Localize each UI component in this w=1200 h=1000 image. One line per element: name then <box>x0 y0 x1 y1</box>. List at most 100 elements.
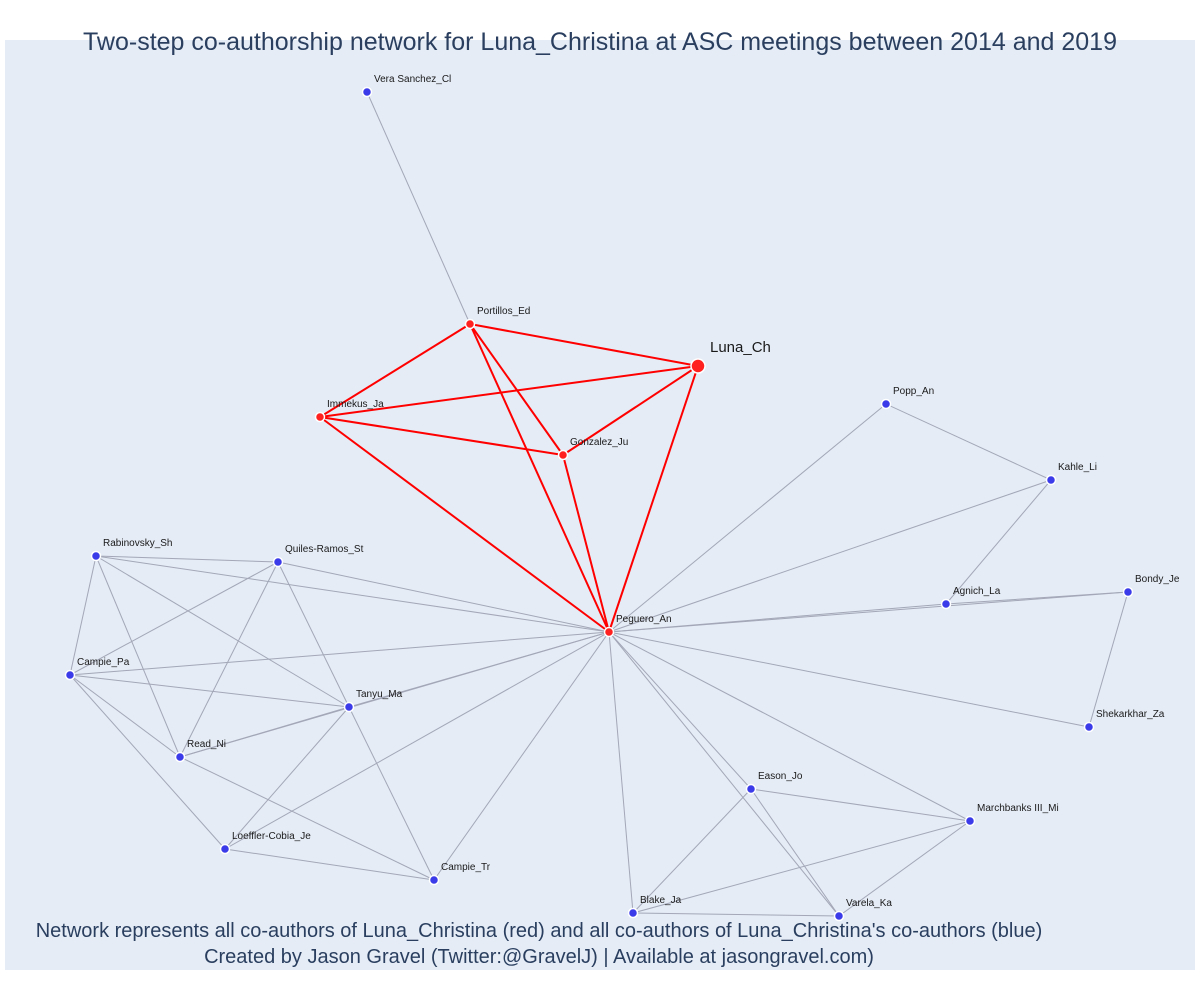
edge-portillos-peguero <box>469 323 610 633</box>
node-agnich[interactable] <box>940 598 952 610</box>
node-popp[interactable] <box>880 398 892 410</box>
node-label-shekarkhar: Shekarkhar_Za <box>1096 709 1165 720</box>
edge-blake-varela <box>632 912 840 917</box>
edge-quiles-read <box>179 561 279 758</box>
edge-peguero-quiles <box>277 561 610 633</box>
edge-gonzalez-peguero <box>562 454 610 633</box>
node-marchbanks[interactable] <box>964 815 976 827</box>
edge-tanyu-read <box>179 706 350 758</box>
edge-marchbanks-blake <box>632 820 971 914</box>
edge-peguero-kahle <box>608 479 1052 633</box>
edge-peguero-bondy <box>608 591 1129 633</box>
node-luna[interactable] <box>690 358 706 374</box>
node-label-agnich: Agnich_La <box>953 586 1001 597</box>
edge-peguero-campie_tr <box>433 631 610 881</box>
edge-peguero-loeffler <box>224 631 610 850</box>
plot-area <box>5 40 1195 970</box>
node-label-eason: Eason_Jo <box>758 771 803 782</box>
edge-peguero-shekarkhar <box>608 631 1090 728</box>
node-label-campie_tr: Campie_Tr <box>441 862 491 873</box>
edge-peguero-popp <box>608 403 887 633</box>
node-blake[interactable] <box>627 907 639 919</box>
node-label-portillos: Portillos_Ed <box>477 306 530 317</box>
edge-eason-marchbanks <box>750 788 971 822</box>
node-varela[interactable] <box>833 910 845 922</box>
node-label-read: Read_Ni <box>187 739 226 750</box>
edge-peguero-eason <box>608 631 752 790</box>
node-peguero[interactable] <box>603 626 615 638</box>
edge-eason-blake <box>632 788 752 914</box>
edge-campie_pa-tanyu <box>69 674 350 708</box>
node-gonzalez[interactable] <box>557 449 569 461</box>
edge-portillos-gonzalez <box>469 323 564 456</box>
node-immekus[interactable] <box>314 411 326 423</box>
edge-luna-peguero <box>608 365 699 633</box>
node-label-tanyu: Tanyu_Ma <box>356 689 403 700</box>
edge-peguero-campie_pa <box>69 631 610 676</box>
edge-loeffler-campie_tr <box>224 848 435 881</box>
node-eason[interactable] <box>745 783 757 795</box>
edge-rabinovsky-read <box>95 555 181 758</box>
caption-line-1: Network represents all co-authors of Lun… <box>35 920 1043 942</box>
edge-eason-varela <box>750 788 840 917</box>
edge-peguero-rabinovsky <box>95 555 610 633</box>
edge-rabinovsky-tanyu <box>95 555 350 708</box>
chart-title: Two-step co-authorship network for Luna_… <box>83 28 1117 56</box>
node-label-vera: Vera Sanchez_Cl <box>374 74 451 85</box>
node-quiles[interactable] <box>272 556 284 568</box>
node-loeffler[interactable] <box>219 843 231 855</box>
node-label-bondy: Bondy_Je <box>1135 574 1180 585</box>
nodes-layer <box>64 86 1134 922</box>
edge-luna-portillos <box>469 323 699 367</box>
caption: Network represents all co-authors of Lun… <box>0 918 1078 970</box>
edge-peguero-blake <box>608 631 634 914</box>
edge-kahle-agnich <box>945 479 1052 605</box>
edge-read-campie_tr <box>179 756 435 881</box>
edge-campie_pa-read <box>69 674 181 758</box>
node-label-rabinovsky: Rabinovsky_Sh <box>103 538 172 549</box>
edge-luna-gonzalez <box>562 365 699 456</box>
edge-immekus-peguero <box>319 416 610 633</box>
node-label-gonzalez: Gonzalez_Ju <box>570 437 628 448</box>
edge-rabinovsky-campie_pa <box>69 555 97 676</box>
node-label-marchbanks: Marchbanks III_Mi <box>977 803 1059 814</box>
node-label-popp: Popp_An <box>893 386 934 397</box>
edge-peguero-marchbanks <box>608 631 971 822</box>
node-kahle[interactable] <box>1045 474 1057 486</box>
node-read[interactable] <box>174 751 186 763</box>
node-label-quiles: Quiles-Ramos_St <box>285 544 364 555</box>
node-vera[interactable] <box>361 86 373 98</box>
node-campie_pa[interactable] <box>64 669 76 681</box>
labels-layer: Luna_Ch Portillos_Ed Immekus_Ja Gonzalez_Ju… <box>77 74 1180 909</box>
node-bondy[interactable] <box>1122 586 1134 598</box>
edge-rabinovsky-quiles <box>95 555 279 563</box>
caption-line-2: Created by Jason Gravel (Twitter:@Gravel… <box>204 946 874 968</box>
node-campie_tr[interactable] <box>428 874 440 886</box>
edge-campie_pa-loeffler <box>69 674 226 850</box>
edge-tanyu-loeffler <box>224 706 350 850</box>
node-label-blake: Blake_Ja <box>640 895 682 906</box>
node-shekarkhar[interactable] <box>1083 721 1095 733</box>
node-label-varela: Varela_Ka <box>846 898 892 909</box>
node-label-kahle: Kahle_Li <box>1058 462 1097 473</box>
node-portillos[interactable] <box>464 318 476 330</box>
edge-popp-kahle <box>885 403 1052 481</box>
edge-marchbanks-varela <box>838 820 971 917</box>
node-rabinovsky[interactable] <box>90 550 102 562</box>
edge-portillos-vera <box>366 91 471 325</box>
edge-immekus-gonzalez <box>319 416 564 456</box>
edge-bondy-shekarkhar <box>1088 591 1129 728</box>
node-tanyu[interactable] <box>343 701 355 713</box>
edge-luna-immekus <box>319 365 699 418</box>
edge-tanyu-campie_tr <box>348 706 435 881</box>
edge-quiles-campie_pa <box>69 561 279 676</box>
edges-layer <box>69 91 1129 917</box>
edge-peguero-varela <box>608 631 840 917</box>
node-label-immekus: Immekus_Ja <box>327 399 384 410</box>
edge-portillos-immekus <box>319 323 471 418</box>
node-label-loeffler: Loeffler-Cobia_Je <box>232 831 311 842</box>
edge-quiles-tanyu <box>277 561 350 708</box>
node-label-campie_pa: Campie_Pa <box>77 657 130 668</box>
node-label-luna: Luna_Ch <box>710 339 771 356</box>
